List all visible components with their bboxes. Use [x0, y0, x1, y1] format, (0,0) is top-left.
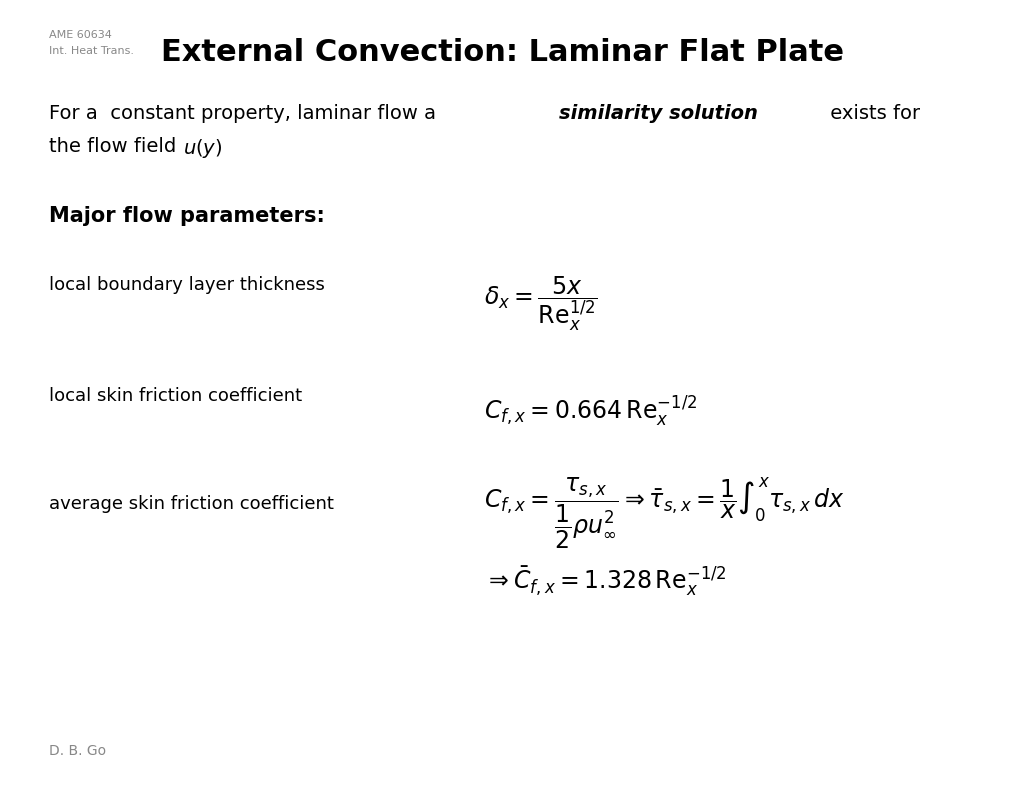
Text: local boundary layer thickness: local boundary layer thickness: [49, 277, 324, 294]
Text: $C_{f,x} = 0.664\,\mathrm{Re}_{x}^{-1/2}$: $C_{f,x} = 0.664\,\mathrm{Re}_{x}^{-1/2}…: [484, 395, 697, 429]
Text: similarity solution: similarity solution: [558, 104, 757, 123]
Text: D. B. Go: D. B. Go: [49, 744, 106, 758]
Text: exists for: exists for: [823, 104, 919, 123]
Text: Major flow parameters:: Major flow parameters:: [49, 206, 324, 226]
Text: $\delta_{x} = \dfrac{5x}{\mathrm{Re}_{x}^{1/2}}$: $\delta_{x} = \dfrac{5x}{\mathrm{Re}_{x}…: [484, 274, 598, 333]
Text: $C_{f,x} = \dfrac{\tau_{s,x}}{\dfrac{1}{2}\rho u_{\infty}^{2}} \Rightarrow \bar{: $C_{f,x} = \dfrac{\tau_{s,x}}{\dfrac{1}{…: [484, 476, 845, 552]
Text: average skin friction coefficient: average skin friction coefficient: [49, 496, 333, 513]
Text: External Convection: Laminar Flat Plate: External Convection: Laminar Flat Plate: [161, 38, 844, 67]
Text: $\Rightarrow \bar{C}_{f,x} = 1.328\,\mathrm{Re}_{x}^{-1/2}$: $\Rightarrow \bar{C}_{f,x} = 1.328\,\mat…: [484, 565, 727, 598]
Text: local skin friction coefficient: local skin friction coefficient: [49, 388, 302, 405]
Text: $u(y)$: $u(y)$: [182, 137, 222, 160]
Text: For a  constant property, laminar flow a: For a constant property, laminar flow a: [49, 104, 442, 123]
Text: AME 60634: AME 60634: [49, 30, 112, 40]
Text: Int. Heat Trans.: Int. Heat Trans.: [49, 46, 133, 56]
Text: the flow field: the flow field: [49, 137, 182, 156]
